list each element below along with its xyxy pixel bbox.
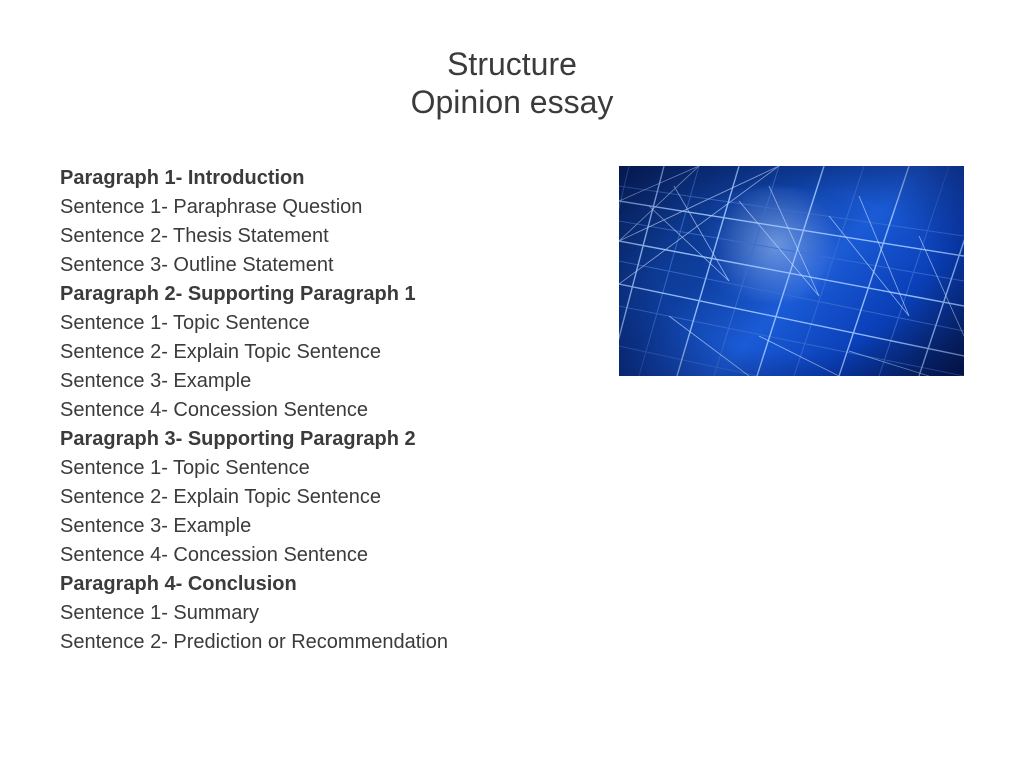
outline-line: Sentence 4- Concession Sentence (60, 541, 599, 570)
outline-line: Sentence 4- Concession Sentence (60, 396, 599, 425)
outline-text: Paragraph 1- IntroductionSentence 1- Par… (60, 164, 599, 657)
outline-line: Sentence 3- Example (60, 512, 599, 541)
title-line-1: Structure (60, 45, 964, 83)
slide: Structure Opinion essay Paragraph 1- Int… (0, 0, 1024, 767)
outline-line: Sentence 2- Prediction or Recommendation (60, 628, 599, 657)
outline-line: Paragraph 4- Conclusion (60, 570, 599, 599)
outline-line: Paragraph 1- Introduction (60, 164, 599, 193)
outline-line: Paragraph 2- Supporting Paragraph 1 (60, 280, 599, 309)
outline-line: Sentence 2- Thesis Statement (60, 222, 599, 251)
outline-line: Sentence 3- Example (60, 367, 599, 396)
outline-line: Sentence 1- Topic Sentence (60, 309, 599, 338)
outline-line: Sentence 1- Topic Sentence (60, 454, 599, 483)
outline-line: Sentence 2- Explain Topic Sentence (60, 483, 599, 512)
title-line-2: Opinion essay (60, 83, 964, 121)
outline-line: Paragraph 3- Supporting Paragraph 2 (60, 425, 599, 454)
slide-title: Structure Opinion essay (60, 45, 964, 122)
image-vignette (619, 166, 964, 376)
outline-line: Sentence 1- Summary (60, 599, 599, 628)
decorative-image (619, 166, 964, 376)
outline-line: Sentence 2- Explain Topic Sentence (60, 338, 599, 367)
outline-line: Sentence 3- Outline Statement (60, 251, 599, 280)
content-row: Paragraph 1- IntroductionSentence 1- Par… (60, 164, 964, 657)
outline-line: Sentence 1- Paraphrase Question (60, 193, 599, 222)
